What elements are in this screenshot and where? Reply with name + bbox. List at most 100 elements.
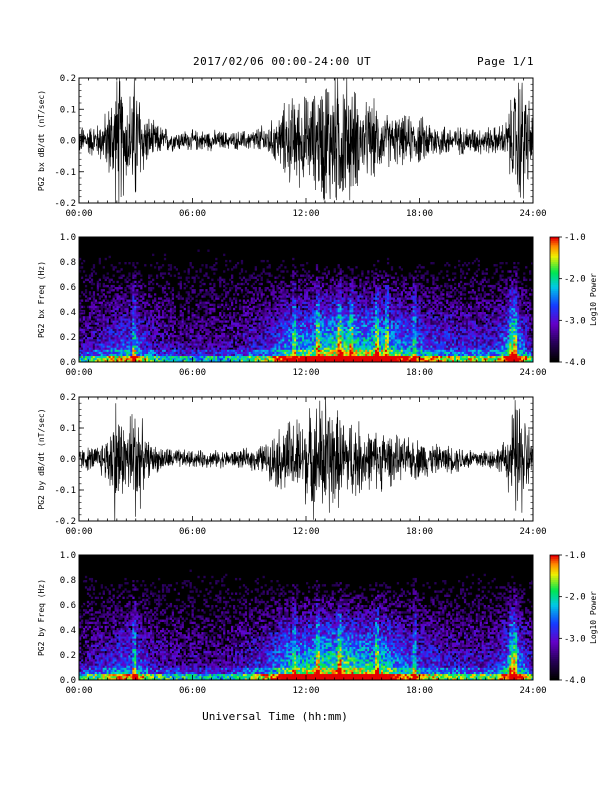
heatmap-cell [343,320,346,323]
heatmap-cell [280,301,283,304]
heatmap-cell [351,334,354,338]
heatmap-cell [84,332,88,336]
heatmap-cell [292,341,295,344]
heatmap-cell [286,345,289,348]
heatmap-cell [252,359,255,363]
heatmap-cell [146,332,149,336]
heatmap-cell [230,345,234,348]
heatmap-cell [319,322,323,325]
heatmap-cell [272,291,275,294]
heatmap-cell [298,293,301,296]
heatmap-cell [355,353,358,357]
heatmap-cell [205,355,208,359]
heatmap-cell [132,334,135,338]
heatmap-cell [169,334,173,338]
heatmap-cell [132,295,135,298]
heatmap-cell [118,303,121,307]
heatmap-cell [118,318,121,321]
heatmap-cell [284,341,287,344]
heatmap-cell [357,347,360,350]
heatmap-cell [262,328,265,332]
heatmap-cell [363,291,366,294]
heatmap-cell [102,330,105,334]
heatmap-cell [155,349,159,352]
heatmap-cell [110,337,113,340]
heatmap-cell [98,332,102,336]
heatmap-cell [199,328,202,332]
heatmap-cell [258,307,261,311]
heatmap-cell [274,332,277,336]
heatmap-cell [371,349,374,352]
heatmap-cell [359,351,362,354]
heatmap-cell [335,295,338,298]
heatmap-cell [292,264,295,267]
heatmap-cell [307,299,311,302]
heatmap-cell [290,299,293,302]
heatmap-cell [351,322,354,325]
heatmap-cell [317,270,321,273]
heatmap-cell [185,359,188,363]
heatmap-cell [272,293,275,296]
heatmap-cell [152,328,155,332]
heatmap-cell [140,341,143,344]
heatmap-cell [134,266,137,269]
heatmap-cell [177,359,180,363]
heatmap-cell [286,270,289,273]
heatmap-cell [199,334,202,338]
heatmap-cell [276,357,279,361]
heatmap-cell [128,278,131,282]
heatmap-cell [124,293,127,296]
heatmap-cell [116,330,119,334]
heatmap-cell [155,343,159,346]
heatmap-cell [124,326,127,329]
heatmap-cell [163,314,167,317]
heatmap-cell [104,357,107,361]
heatmap-cell [106,347,109,350]
heatmap-cell [347,307,350,311]
heatmap-cell [181,339,184,342]
heatmap-cell [351,337,354,340]
heatmap-cell [321,312,325,315]
heatmap-cell [361,337,364,340]
heatmap-cell [187,295,190,298]
heatmap-cell [282,341,285,344]
heatmap-cell [296,316,299,319]
heatmap-cell [88,274,92,277]
heatmap-cell [217,278,220,282]
heatmap-cell [278,334,281,338]
heatmap-cell [104,307,107,311]
heatmap-cell [288,293,291,296]
heatmap-cell [327,330,330,334]
heatmap-cell [304,316,307,319]
heatmap-cell [165,355,169,359]
heatmap-cell [94,299,98,302]
heatmap-cell [246,332,250,336]
heatmap-cell [132,339,135,342]
heatmap-cell [104,318,107,321]
heatmap-cell [242,332,246,336]
heatmap-cell [234,337,238,340]
heatmap-cell [94,305,98,309]
heatmap-cell [130,337,133,340]
heatmap-cell [319,337,323,340]
heatmap-cell [306,357,309,361]
heatmap-cell [165,297,169,300]
heatmap-cell [114,320,117,323]
heatmap-cell [337,307,340,311]
heatmap-cell [92,293,96,296]
heatmap-cell [256,343,259,346]
heatmap-cell [189,287,192,290]
heatmap-cell [349,312,352,315]
heatmap-cell [171,343,175,346]
heatmap-cell [264,349,267,352]
heatmap-cell [369,287,372,290]
heatmap-cell [343,305,346,309]
heatmap-cell [254,341,257,344]
heatmap-cell [221,357,224,361]
heatmap-cell [276,326,279,329]
heatmap-cell [102,337,105,340]
heatmap-cell [369,312,372,315]
heatmap-cell [276,347,279,350]
heatmap-cell [195,326,198,329]
heatmap-cell [244,337,248,340]
